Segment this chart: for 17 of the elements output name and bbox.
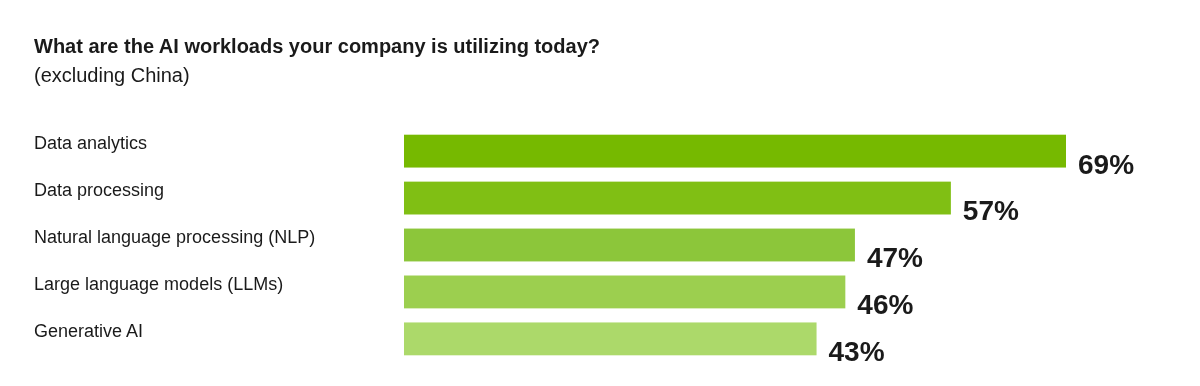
data-label: 46% xyxy=(857,289,914,321)
y-tick-label: Data analytics xyxy=(34,133,148,154)
data-label: 69% xyxy=(1078,148,1135,180)
y-tick-label: Data processing xyxy=(34,180,165,201)
bar xyxy=(404,134,1066,168)
data-label: 43% xyxy=(828,336,885,368)
bar xyxy=(404,275,846,309)
text: (excluding China) xyxy=(34,64,190,86)
bar xyxy=(404,322,817,356)
y-tick-label: Large language models (LLMs) xyxy=(34,274,284,295)
chart-title: What are the AI workloads your company is utilizing today? xyxy=(34,35,601,57)
data-label: 57% xyxy=(962,195,1020,227)
y-tick-label: Natural language processing (NLP) xyxy=(34,227,316,248)
data-label: 47% xyxy=(866,242,924,274)
bar xyxy=(404,181,951,215)
bar xyxy=(404,228,855,262)
y-tick-label: Generative AI xyxy=(34,321,144,342)
